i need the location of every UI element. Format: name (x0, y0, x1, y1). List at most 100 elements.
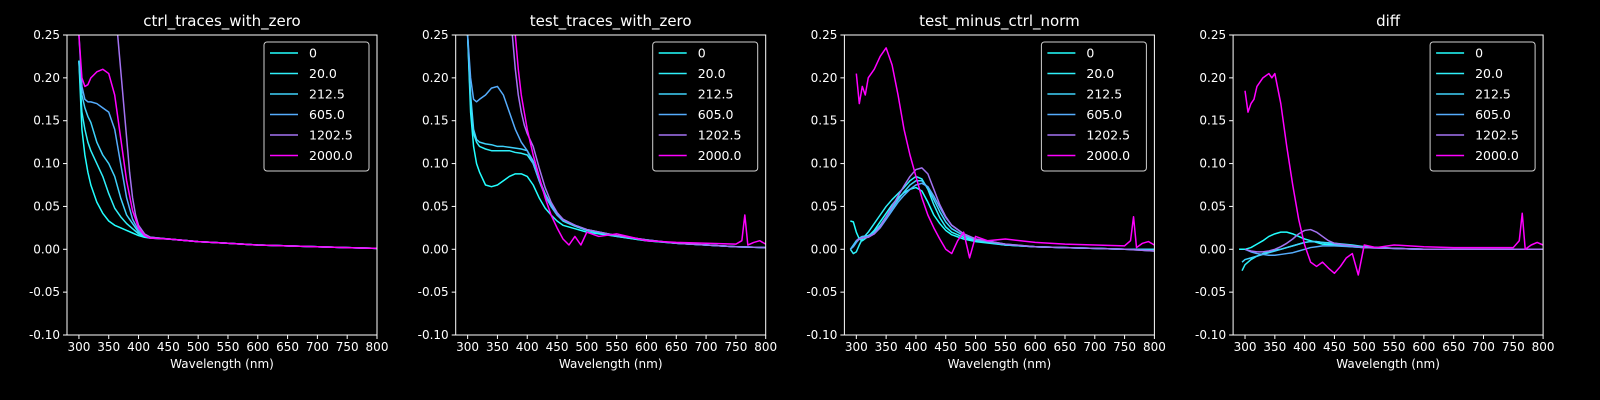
series-group (849, 47, 1155, 259)
subplot-3: test_minus_ctrl_norm 300 350 400 450 500 550 60… (806, 12, 1166, 371)
y-tick-label: 0.00 (811, 242, 838, 256)
legend-label: 212.5 (1086, 87, 1122, 102)
x-tick-label: 550 (994, 340, 1017, 354)
series-group (466, 35, 766, 249)
legend-label: 20.0 (1086, 66, 1114, 81)
x-tick-label: 750 (724, 340, 747, 354)
y-tick-label: 0.20 (422, 71, 449, 85)
subplot-4: diff 300 350 400 450 500 550 600 650 700 750 800 -0.… (1195, 12, 1555, 371)
x-tick-label: 350 (97, 340, 120, 354)
subplot-1: ctrl_traces_with_zero 300 350 400 450 500 550 6… (29, 12, 389, 371)
chart-title: diff (1376, 12, 1401, 30)
x-tick-label: 350 (486, 340, 509, 354)
series-line-605.0 (849, 182, 1155, 252)
x-tick-label: 500 (964, 340, 987, 354)
x-tick-label: 300 (845, 340, 868, 354)
x-tick-label: 500 (1353, 340, 1376, 354)
y-tick-label: -0.05 (29, 285, 60, 299)
y-tick-label: 0.10 (1199, 157, 1226, 171)
y-tick-label: 0.15 (811, 114, 838, 128)
legend-label: 605.0 (309, 107, 345, 122)
y-tick-label: 0.05 (422, 199, 449, 213)
y-tick-label: -0.10 (806, 328, 837, 342)
legend-label: 1202.5 (1475, 128, 1519, 143)
x-tick-label: 700 (1083, 340, 1106, 354)
y-tick-label: 0.10 (811, 157, 838, 171)
y-tick-label: 0.20 (33, 71, 60, 85)
x-tick-label: 650 (1054, 340, 1077, 354)
y-tick-label: 0.00 (33, 242, 60, 256)
series-line-2000.0 (514, 35, 766, 246)
y-tick-label: -0.05 (806, 285, 837, 299)
legend: 0 20.0 212.5 605.0 1202.5 2000.0 (652, 41, 759, 172)
y-tick-label: -0.05 (418, 285, 449, 299)
x-tick-label: 500 (575, 340, 598, 354)
legend-label: 0 (1086, 46, 1094, 61)
x-tick-label: 650 (1442, 340, 1465, 354)
chart-title: test_minus_ctrl_norm (919, 12, 1080, 31)
legend-label: 212.5 (309, 87, 345, 102)
y-tick-label: 0.15 (422, 114, 449, 128)
legend-label: 212.5 (698, 87, 734, 102)
y-tick-label: 0.20 (1199, 71, 1226, 85)
x-tick-label: 700 (306, 340, 329, 354)
y-tick-label: -0.10 (29, 328, 60, 342)
x-tick-label: 500 (187, 340, 210, 354)
y-tick-label: 0.20 (811, 71, 838, 85)
legend-label: 605.0 (698, 107, 734, 122)
legend-label: 2000.0 (1086, 148, 1130, 163)
x-axis-label: Wavelength (nm) (1336, 357, 1440, 371)
legend-label: 1202.5 (698, 128, 742, 143)
x-tick-label: 600 (1024, 340, 1047, 354)
legend-label: 2000.0 (698, 148, 742, 163)
legend-label: 1202.5 (1086, 128, 1130, 143)
x-tick-label: 450 (934, 340, 957, 354)
axes-frame (455, 34, 767, 336)
y-tick-label: 0.10 (33, 157, 60, 171)
axes-frame (1232, 34, 1544, 336)
x-tick-label: 700 (695, 340, 718, 354)
x-tick-label: 750 (336, 340, 359, 354)
x-tick-label: 450 (546, 340, 569, 354)
legend-label: 605.0 (1475, 107, 1511, 122)
series-line-2000.0 (78, 35, 377, 250)
x-tick-label: 800 (1532, 340, 1555, 354)
x-tick-label: 700 (1472, 340, 1495, 354)
series-line-0 (1239, 231, 1544, 251)
x-tick-label: 400 (904, 340, 927, 354)
legend-label: 212.5 (1475, 87, 1511, 102)
x-tick-label: 400 (127, 340, 150, 354)
x-tick-label: 300 (67, 340, 90, 354)
y-tick-label: 0.25 (422, 28, 449, 42)
series-line-1202.5 (855, 167, 1155, 252)
x-tick-label: 400 (1293, 340, 1316, 354)
x-tick-label: 550 (1383, 340, 1406, 354)
x-tick-label: 650 (276, 340, 299, 354)
x-tick-label: 300 (456, 340, 479, 354)
y-tick-label: 0.00 (422, 242, 449, 256)
x-tick-label: 800 (754, 340, 777, 354)
y-tick-label: -0.10 (1195, 328, 1226, 342)
y-tick-label: 0.10 (422, 157, 449, 171)
legend-label: 20.0 (309, 66, 337, 81)
legend-label: 0 (698, 46, 706, 61)
x-tick-label: 750 (1113, 340, 1136, 354)
x-tick-label: 800 (366, 340, 389, 354)
y-tick-label: 0.05 (811, 199, 838, 213)
chart-title: test_traces_with_zero (530, 12, 692, 31)
y-tick-label: -0.10 (418, 328, 449, 342)
legend: 0 20.0 212.5 605.0 1202.5 2000.0 (263, 41, 370, 172)
y-tick-label: 0.15 (1199, 114, 1226, 128)
x-tick-label: 800 (1143, 340, 1166, 354)
legend-label: 605.0 (1086, 107, 1122, 122)
x-tick-label: 350 (875, 340, 898, 354)
series-line-20.0 (849, 175, 1155, 255)
chart-title: ctrl_traces_with_zero (143, 12, 300, 31)
x-tick-label: 550 (217, 340, 240, 354)
legend-label: 20.0 (698, 66, 726, 81)
x-axis-label: Wavelength (nm) (559, 357, 663, 371)
x-tick-label: 450 (1323, 340, 1346, 354)
legend: 0 20.0 212.5 605.0 1202.5 2000.0 (1040, 41, 1147, 172)
legend-label: 2000.0 (1475, 148, 1519, 163)
series-line-1202.5 (1244, 228, 1544, 253)
